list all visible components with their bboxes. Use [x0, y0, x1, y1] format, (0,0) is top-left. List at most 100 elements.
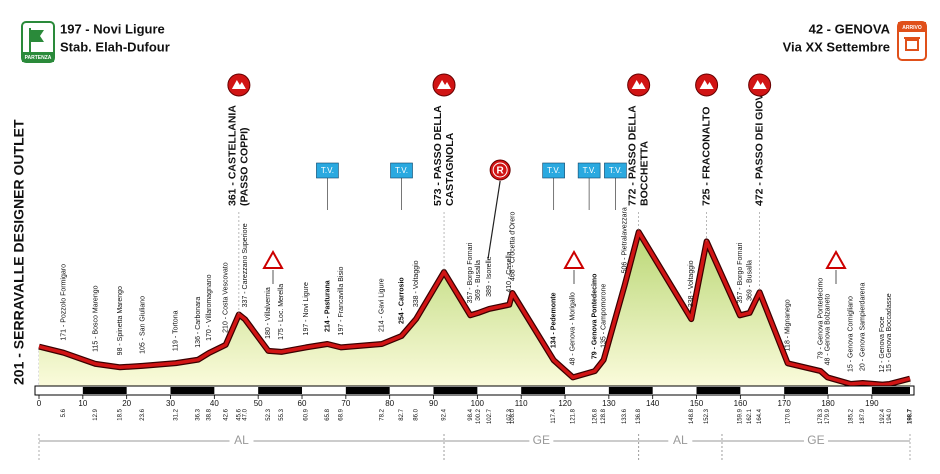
- x-tick-label: 160: [734, 399, 748, 408]
- x-tick-label: 60: [298, 399, 307, 408]
- start-title: 197 - Novi Ligure: [60, 21, 165, 36]
- finish-badge-text: ARRIVO: [902, 25, 922, 31]
- summit-label: 472 - PASSO DEI GIOVI: [753, 91, 765, 206]
- x-tick-label: 50: [254, 399, 263, 408]
- x-tick-label: 150: [690, 399, 704, 408]
- point-label: 210 - Costa Vescovato: [223, 262, 230, 333]
- km-label: 31.2: [173, 408, 179, 420]
- x-tick-label: 20: [122, 399, 131, 408]
- summit-label: BOCCHETTA: [638, 140, 650, 206]
- x-tick-label: 30: [166, 399, 175, 408]
- km-label: 5.6: [61, 408, 67, 417]
- km-label: 55.3: [279, 408, 285, 420]
- point-label: 79 - Genova Pontedecimo: [592, 274, 599, 360]
- km-label: 148.8: [689, 408, 695, 424]
- km-label: 194.0: [887, 408, 893, 424]
- point-label: 254 - Carrosio: [398, 277, 405, 324]
- km-segment: [82, 387, 127, 394]
- marker-label: T.V.: [321, 166, 334, 175]
- point-label: 48 - Genova - Morigallo: [570, 292, 577, 365]
- x-tick-label: 120: [558, 399, 572, 408]
- marker-inner: [492, 162, 508, 178]
- x-tick-label: 140: [646, 399, 660, 408]
- gpm-mountain: [699, 80, 714, 89]
- region-label-bg: [229, 434, 254, 448]
- km-segment: [258, 387, 303, 394]
- point-label: 15 - Genova Boccadasse: [886, 293, 893, 372]
- km-label: 60.9: [304, 408, 310, 420]
- km-label: 152.3: [704, 408, 710, 424]
- km-segment: [784, 387, 829, 394]
- region-label-bg: [803, 434, 828, 448]
- km-label: 98.4: [468, 408, 474, 420]
- km-segment: [345, 387, 390, 394]
- km-label: 126.8: [592, 408, 598, 424]
- marker-label: T.V.: [583, 166, 596, 175]
- point-label: 175 - Loc. Merella: [278, 284, 285, 340]
- marker-label: T.V.: [547, 166, 560, 175]
- finish-title: 42 - GENOVA: [809, 21, 891, 36]
- km-segment: [871, 387, 910, 394]
- region-label: AL: [673, 433, 688, 447]
- summit-label: 361 - CASTELLANIA: [227, 105, 239, 206]
- warning-icon: [563, 249, 585, 269]
- km-label: 117.4: [551, 408, 557, 423]
- warning-icon: [262, 249, 284, 269]
- km-label: 38.8: [207, 408, 213, 420]
- point-label: 389 - Isorelle: [486, 256, 493, 297]
- summit-label: 772 - PASSO DELLA: [626, 105, 638, 206]
- km-label: 86.0: [414, 408, 420, 420]
- point-label: 468 - Crocetta d'Orero: [509, 212, 516, 282]
- km-label: 42.6: [223, 408, 229, 420]
- km-label: 192.4: [880, 408, 886, 424]
- point-label: 79 - Genova Pontedecimo: [817, 278, 824, 359]
- x-tick-label: 0: [37, 399, 42, 408]
- km-label: 65.8: [325, 408, 331, 420]
- km-label: 107.3: [507, 408, 513, 424]
- marker-label: T.V.: [395, 166, 408, 175]
- point-label: 369 - Busalla: [746, 260, 753, 301]
- point-label: 119 - Tortona: [173, 310, 180, 351]
- summit-label: 725 - FRACONALTO: [700, 107, 712, 206]
- km-label: 162.1: [747, 408, 753, 424]
- km-label: 159.9: [737, 408, 743, 424]
- km-label: 23.6: [140, 408, 146, 420]
- finish-place: Via XX Settembre: [783, 39, 890, 54]
- km-label: 198.7: [908, 408, 914, 424]
- profile-area: [39, 232, 910, 387]
- point-label: 98 - Spinetta Marengo: [117, 286, 124, 355]
- x-tick-label: 70: [341, 399, 350, 408]
- km-label: 133.6: [622, 408, 628, 424]
- point-label: 369 - Busalla: [475, 260, 482, 301]
- x-tick-label: 100: [471, 399, 485, 408]
- start-badge: PARTENZA: [21, 21, 55, 63]
- point-label: 357 - Borgo Fornari: [737, 242, 744, 303]
- point-label: 134 - Pedemonte: [550, 292, 557, 348]
- gpm-icon: [432, 73, 456, 97]
- x-tick-label: 110: [515, 399, 528, 408]
- gpm-icon: [748, 73, 772, 97]
- start-place: Stab. Elah-Dufour: [60, 39, 170, 54]
- km-label: 78.2: [379, 408, 385, 420]
- summit-label: (PASSO COPPI): [239, 127, 251, 206]
- marker-guide: [487, 180, 501, 259]
- point-label: 338 - Voltaggio: [413, 260, 420, 307]
- km-label: 52.3: [266, 408, 272, 420]
- gpm-mountain: [231, 80, 246, 89]
- km-label: 121.8: [570, 408, 576, 424]
- km-label: 47.0: [243, 408, 249, 420]
- gpm-icon: [227, 73, 251, 97]
- km-label: 102.7: [487, 408, 493, 424]
- marker-box: [577, 162, 601, 179]
- point-label: 48 - Genova Bolzaneto: [824, 294, 831, 366]
- finish-badge: ARRIVO: [897, 21, 927, 61]
- km-label: 178.3: [818, 408, 824, 424]
- profile-line: [38, 230, 911, 387]
- point-label: 20 - Genova Sampierdarena: [860, 283, 867, 371]
- gpm-mountain: [631, 80, 646, 89]
- point-label: 337 - Carezzano Superiore: [242, 223, 249, 307]
- km-segment: [433, 387, 478, 394]
- gpm-mountain: [437, 80, 452, 89]
- marker-label: T.V.: [609, 166, 622, 175]
